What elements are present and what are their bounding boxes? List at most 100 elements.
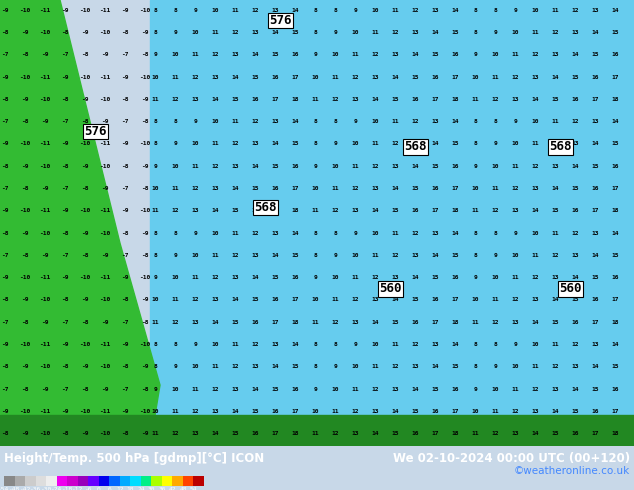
Text: 14: 14 [611, 119, 619, 124]
Text: 9: 9 [153, 164, 157, 169]
Text: 24: 24 [137, 487, 145, 490]
Text: 15: 15 [571, 186, 579, 191]
Text: 10: 10 [531, 342, 539, 347]
Text: 10: 10 [331, 52, 339, 57]
Text: -9: -9 [41, 387, 49, 392]
Text: -10: -10 [79, 208, 91, 213]
Text: 12: 12 [231, 142, 239, 147]
Text: 8: 8 [473, 119, 477, 124]
Text: 8: 8 [493, 8, 497, 13]
Text: -9: -9 [61, 8, 68, 13]
Text: 11: 11 [551, 231, 559, 236]
Text: -42: -42 [20, 487, 30, 490]
Text: 15: 15 [551, 208, 559, 213]
Text: 13: 13 [511, 320, 519, 325]
Text: 10: 10 [171, 387, 179, 392]
Text: -8: -8 [141, 52, 149, 57]
Text: 13: 13 [231, 387, 239, 392]
Bar [172, 476, 183, 486]
Text: 14: 14 [231, 74, 239, 79]
Text: 12: 12 [511, 186, 519, 191]
Text: 15: 15 [611, 365, 619, 369]
Text: 12: 12 [351, 186, 359, 191]
Text: 18: 18 [611, 320, 619, 325]
Text: 14: 14 [551, 74, 559, 79]
Text: 8: 8 [493, 342, 497, 347]
Text: 9: 9 [353, 231, 357, 236]
Text: 16: 16 [411, 208, 418, 213]
Text: 12: 12 [251, 231, 259, 236]
Text: 13: 13 [531, 297, 539, 302]
Text: 16: 16 [571, 320, 579, 325]
Text: 9: 9 [173, 253, 177, 258]
Text: 14: 14 [291, 231, 299, 236]
Text: 15: 15 [551, 97, 559, 102]
Text: -9: -9 [81, 30, 89, 35]
Text: 13: 13 [251, 142, 259, 147]
Text: 14: 14 [231, 297, 239, 302]
Text: 15: 15 [231, 97, 239, 102]
Text: 8: 8 [313, 8, 317, 13]
Text: 11: 11 [311, 97, 319, 102]
Text: 15: 15 [451, 30, 459, 35]
Text: -9: -9 [41, 253, 49, 258]
Text: 12: 12 [551, 142, 559, 147]
Text: 15: 15 [551, 320, 559, 325]
Bar [4, 476, 15, 486]
Text: -11: -11 [39, 74, 51, 79]
Text: -10: -10 [39, 297, 51, 302]
Text: 13: 13 [571, 365, 579, 369]
Text: 8: 8 [313, 342, 317, 347]
Text: -8: -8 [81, 320, 89, 325]
Text: -8: -8 [81, 119, 89, 124]
Text: 14: 14 [411, 164, 418, 169]
Text: 18: 18 [611, 97, 619, 102]
Text: 12: 12 [491, 208, 499, 213]
Text: 13: 13 [251, 365, 259, 369]
Text: 8: 8 [153, 253, 157, 258]
Text: 10: 10 [152, 409, 158, 414]
Text: -7: -7 [1, 253, 9, 258]
Text: 12: 12 [391, 142, 399, 147]
Text: 9: 9 [473, 52, 477, 57]
Bar [36, 476, 46, 486]
Text: 8: 8 [473, 365, 477, 369]
Text: -10: -10 [139, 275, 151, 280]
Text: 11: 11 [152, 320, 158, 325]
Text: -54: -54 [0, 487, 10, 490]
Text: -24: -24 [51, 487, 62, 490]
Bar [56, 476, 67, 486]
Text: -8: -8 [61, 164, 68, 169]
Text: 10: 10 [311, 409, 319, 414]
Text: 17: 17 [611, 186, 619, 191]
Text: 15: 15 [271, 164, 279, 169]
Text: 11: 11 [511, 275, 519, 280]
Text: 12: 12 [531, 52, 539, 57]
Text: 9: 9 [153, 275, 157, 280]
Text: 14: 14 [592, 365, 598, 369]
Text: 11: 11 [351, 52, 359, 57]
Text: 15: 15 [451, 142, 459, 147]
Text: -8: -8 [22, 119, 29, 124]
Text: 17: 17 [431, 208, 439, 213]
Text: 14: 14 [592, 253, 598, 258]
Text: 18: 18 [127, 487, 134, 490]
Text: 17: 17 [611, 297, 619, 302]
Text: 18: 18 [451, 320, 459, 325]
Text: 15: 15 [251, 409, 259, 414]
Text: 15: 15 [231, 320, 239, 325]
Text: 10: 10 [171, 164, 179, 169]
Text: 12: 12 [391, 253, 399, 258]
Text: 13: 13 [191, 431, 198, 436]
Text: 17: 17 [271, 208, 279, 213]
Text: 11: 11 [171, 297, 179, 302]
Text: 8: 8 [313, 142, 317, 147]
Text: 11: 11 [471, 431, 479, 436]
Text: 17: 17 [451, 409, 459, 414]
Text: 16: 16 [592, 74, 598, 79]
Text: 8: 8 [173, 8, 177, 13]
Text: -10: -10 [100, 231, 110, 236]
Text: 15: 15 [611, 253, 619, 258]
Text: 15: 15 [571, 409, 579, 414]
Text: 12: 12 [372, 387, 378, 392]
